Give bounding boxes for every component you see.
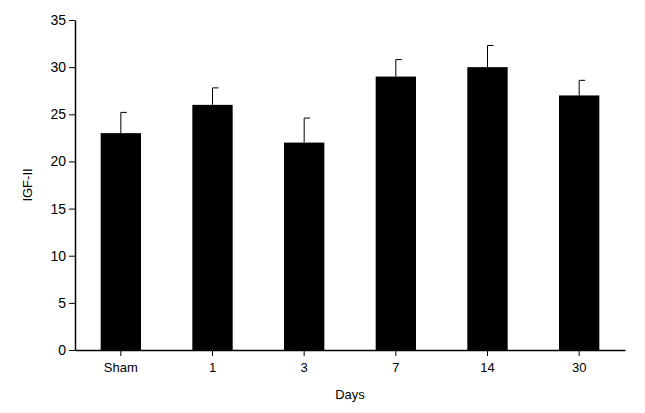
y-tick: 15 (50, 201, 75, 217)
x-tick-mark (579, 350, 580, 356)
error-cap (213, 87, 219, 88)
y-tick: 10 (50, 248, 75, 264)
y-tick-mark (69, 114, 75, 115)
x-tick: Sham (104, 350, 138, 375)
x-tick-mark (120, 350, 121, 356)
y-tick: 0 (58, 342, 75, 358)
x-tick: 30 (572, 350, 586, 375)
error-cap (579, 80, 585, 81)
x-tick-label: 3 (301, 360, 308, 375)
error-bar (396, 60, 402, 77)
y-tick-label: 15 (50, 201, 66, 217)
bar (467, 67, 507, 350)
error-stem (304, 118, 305, 143)
y-tick-mark (69, 67, 75, 68)
error-cap (396, 59, 402, 60)
y-tick-label: 10 (50, 248, 66, 264)
error-stem (395, 60, 396, 77)
bar (101, 133, 141, 350)
bar (284, 143, 324, 350)
x-tick-label: 30 (572, 360, 586, 375)
error-stem (487, 45, 488, 67)
bar (376, 77, 416, 350)
error-cap (121, 112, 127, 113)
x-tick: 7 (392, 350, 399, 375)
x-tick-label: 7 (392, 360, 399, 375)
y-tick-mark (69, 350, 75, 351)
y-tick: 5 (58, 295, 75, 311)
marks (101, 45, 600, 350)
y-axis: 0 5 10 15 20 25 30 35 (50, 12, 75, 358)
bar (192, 105, 232, 350)
y-tick-label: 30 (50, 59, 66, 75)
y-tick-mark (69, 256, 75, 257)
x-tick-mark (212, 350, 213, 356)
x-tick-label: Sham (104, 360, 138, 375)
x-tick-label: 14 (480, 360, 494, 375)
plot: 0 5 10 15 20 25 30 35 Sham 1 3 7 14 30 (50, 12, 625, 375)
x-axis-title: Days (335, 387, 365, 402)
error-stem (579, 80, 580, 95)
x-tick: 14 (480, 350, 494, 375)
x-tick: 3 (301, 350, 308, 375)
y-tick-mark (69, 303, 75, 304)
y-axis-line (75, 21, 77, 351)
y-tick-label: 25 (50, 106, 66, 122)
y-tick: 20 (50, 153, 75, 169)
error-bar (579, 80, 585, 95)
x-tick: 1 (209, 350, 216, 375)
y-tick: 30 (50, 59, 75, 75)
error-cap (488, 45, 494, 46)
error-cap (304, 118, 310, 119)
x-tick-mark (395, 350, 396, 356)
y-tick-label: 0 (58, 342, 66, 358)
y-tick: 35 (50, 12, 75, 28)
chart: 0 5 10 15 20 25 30 35 Sham 1 3 7 14 30 Days IGF-II (0, 0, 645, 413)
y-tick-label: 35 (50, 12, 66, 28)
error-bar (304, 118, 310, 143)
y-tick-mark (69, 209, 75, 210)
x-axis: Sham 1 3 7 14 30 (76, 350, 626, 375)
error-bar (121, 112, 127, 133)
error-stem (120, 112, 121, 133)
x-tick-mark (304, 350, 305, 356)
y-tick-label: 20 (50, 153, 66, 169)
y-tick-mark (69, 161, 75, 162)
error-bar (213, 88, 219, 105)
bar (559, 95, 599, 350)
y-tick-mark (69, 20, 75, 21)
error-bar (488, 45, 494, 67)
y-tick-label: 5 (58, 295, 66, 311)
y-axis-title: IGF-II (20, 168, 35, 201)
error-stem (212, 88, 213, 105)
x-tick-label: 1 (209, 360, 216, 375)
y-tick: 25 (50, 106, 75, 122)
x-tick-mark (487, 350, 488, 356)
x-axis-line (76, 350, 626, 352)
